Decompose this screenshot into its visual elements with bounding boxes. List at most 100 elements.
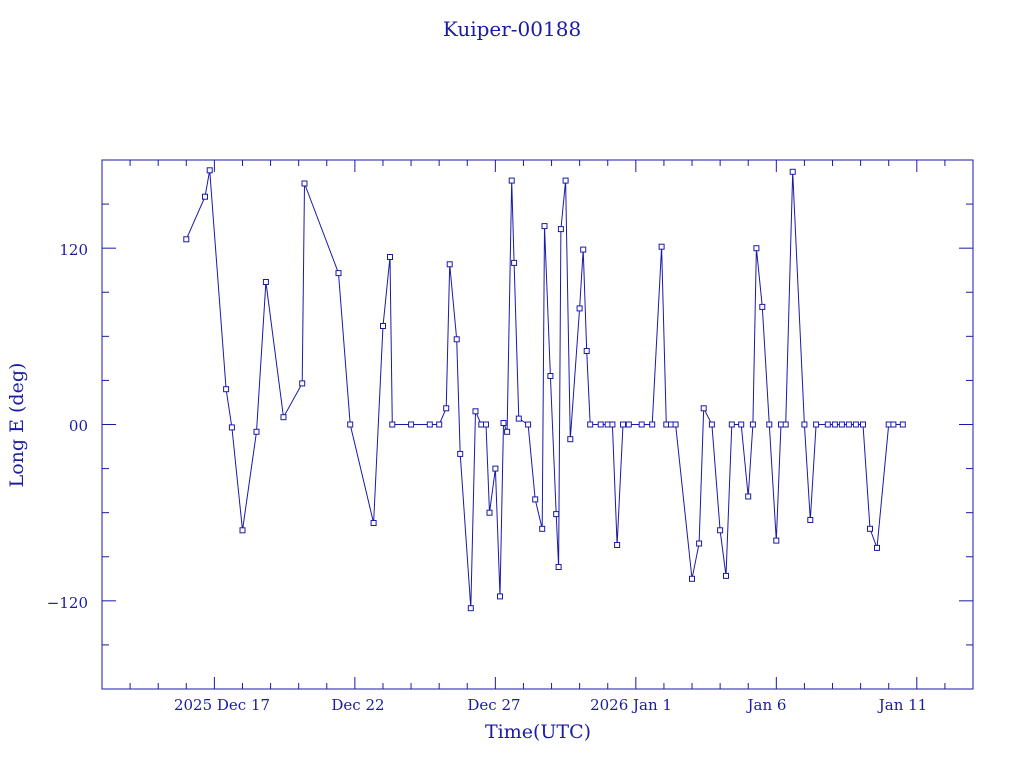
data-point (557, 226, 564, 233)
data-point (874, 544, 880, 551)
data-point (525, 421, 532, 428)
data-point (708, 421, 715, 428)
series (183, 167, 906, 612)
y-tick-label: −120 (47, 594, 88, 612)
data-point (625, 421, 632, 428)
data-point (583, 348, 590, 354)
data-point (483, 421, 489, 428)
data-point (890, 421, 897, 428)
data-point (696, 540, 703, 547)
data-point (253, 428, 260, 435)
x-axis-tick-labels: 2025 Dec 17 Dec 22 Dec 27 2026 Jan 1 Jan… (174, 696, 927, 714)
y-tick-label: 120 (59, 241, 88, 259)
data-point (672, 421, 679, 428)
data-point (553, 511, 560, 518)
data-point (515, 415, 522, 422)
data-point (801, 421, 808, 428)
data-point (614, 542, 621, 548)
y-axis-label: Long E (deg) (6, 363, 28, 488)
data-point (782, 421, 789, 428)
data-point (824, 421, 831, 428)
data-point (467, 605, 474, 612)
data-point (580, 246, 587, 253)
data-point (831, 421, 838, 428)
data-point (453, 336, 460, 343)
data-point (576, 305, 583, 312)
data-point (492, 465, 499, 472)
data-point (567, 436, 574, 443)
data-point (508, 177, 515, 184)
data-point (649, 421, 656, 428)
data-point (446, 261, 453, 268)
data-point (206, 167, 213, 174)
data-point (239, 527, 246, 534)
data-point (587, 421, 594, 428)
data-point (408, 421, 415, 428)
data-point (638, 421, 645, 428)
data-point (504, 428, 511, 435)
data-point (262, 279, 269, 285)
x-tick-label: 2025 Dec 17 (174, 696, 270, 714)
data-point (370, 520, 377, 526)
data-point (609, 421, 616, 428)
x-axis-ticks (101, 160, 974, 689)
data-point (532, 496, 539, 503)
y-tick-label: 00 (69, 417, 88, 435)
data-point (500, 420, 507, 426)
x-tick-label: Dec 22 (331, 696, 384, 714)
data-point (745, 493, 752, 500)
data-point (347, 421, 354, 428)
data-point (223, 386, 230, 393)
x-tick-label: Jan 6 (746, 696, 787, 714)
data-point (689, 575, 695, 582)
data-point (486, 509, 493, 516)
x-axis-label: Time(UTC) (485, 721, 591, 743)
data-point (387, 254, 393, 260)
data-point (472, 408, 479, 415)
data-point (436, 421, 443, 428)
data-point (723, 572, 729, 579)
data-point (658, 243, 665, 250)
chart-title: Kuiper-00188 (443, 17, 581, 41)
data-point (813, 421, 820, 428)
data-point (789, 168, 796, 175)
y-axis-ticks (102, 159, 973, 690)
data-point (867, 525, 873, 532)
series-line (185, 170, 903, 609)
data-point (539, 525, 546, 532)
data-point (899, 421, 906, 428)
data-point (766, 421, 773, 428)
data-point (562, 177, 569, 184)
data-point (860, 421, 866, 428)
data-point (497, 593, 503, 600)
data-point (728, 421, 735, 428)
data-point (547, 373, 554, 379)
data-point (700, 405, 707, 412)
data-point (838, 421, 845, 428)
x-tick-label: 2026 Jan 1 (590, 696, 672, 714)
data-point (759, 303, 766, 310)
data-point (280, 414, 287, 421)
x-tick-label: Dec 27 (467, 696, 520, 714)
data-point (299, 380, 306, 387)
y-axis-tick-labels: 120 00 −120 (47, 241, 88, 612)
data-point (807, 517, 814, 523)
data-point (183, 236, 190, 243)
data-point (753, 245, 760, 252)
data-point (717, 527, 724, 534)
data-point (426, 421, 433, 428)
data-point (620, 421, 626, 428)
data-point (457, 450, 464, 457)
data-point (202, 193, 208, 200)
x-tick-label: Jan 11 (877, 696, 927, 714)
data-point (749, 421, 756, 428)
data-point (597, 421, 604, 428)
data-point (845, 421, 852, 428)
data-point (773, 537, 780, 544)
data-point (228, 424, 235, 431)
data-point (301, 180, 308, 187)
data-point (541, 223, 548, 230)
data-point (389, 421, 396, 428)
data-point (852, 421, 859, 428)
